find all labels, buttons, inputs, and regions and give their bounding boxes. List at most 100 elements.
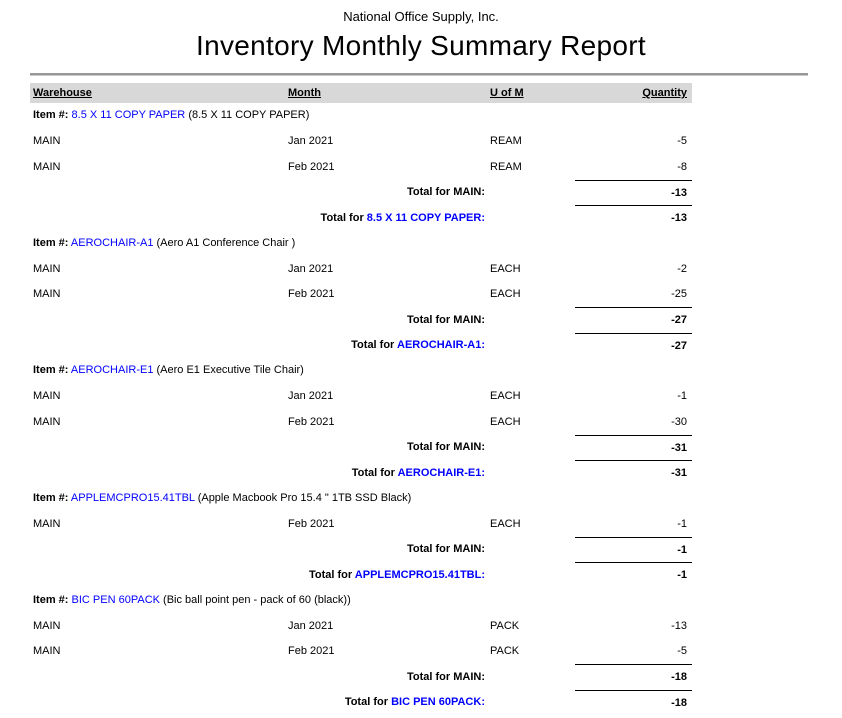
- cell-quantity: -13: [671, 619, 687, 632]
- total-quantity: -13: [575, 205, 692, 231]
- cell-warehouse: MAIN: [33, 390, 61, 403]
- cell-month: Feb 2021: [288, 160, 335, 173]
- report-table: Warehouse Month U of M Quantity Item #: …: [30, 83, 692, 715]
- cell-uom: EACH: [490, 262, 521, 275]
- item-number-label: Item #:: [33, 364, 69, 376]
- table-row: MAIN Feb 2021 EACH -1: [30, 511, 692, 537]
- item-description: (Aero E1 Executive Tile Chair): [156, 364, 304, 376]
- item-header-row: Item #: AEROCHAIR-A1 (Aero A1 Conference…: [30, 231, 692, 257]
- warehouse-total-row: Total for MAIN: -31: [30, 434, 692, 461]
- item-total-row: Total for 8.5 X 11 COPY PAPER: -13: [30, 205, 692, 231]
- cell-warehouse: MAIN: [33, 619, 61, 632]
- item-number-label: Item #:: [33, 593, 69, 606]
- total-target-warehouse: MAIN:: [453, 441, 485, 454]
- cell-uom: PACK: [490, 619, 520, 632]
- item-description: (Aero A1 Conference Chair ): [156, 236, 296, 249]
- cell-month: Feb 2021: [288, 288, 335, 301]
- total-for-label: Total for: [308, 568, 353, 581]
- item-header-row: Item #: BIC PEN 60PACK (Bic ball point p…: [30, 588, 692, 614]
- cell-month: Jan 2021: [288, 390, 334, 403]
- cell-quantity: -1: [677, 517, 687, 530]
- cell-month: Jan 2021: [288, 262, 334, 275]
- item-number-label: Item #:: [33, 236, 69, 249]
- total-quantity: -31: [575, 460, 692, 486]
- item-total-target: 8.5 X 11 COPY PAPER:: [366, 211, 485, 224]
- table-row: MAIN Jan 2021 EACH -1: [30, 384, 692, 410]
- cell-month: Jan 2021: [288, 619, 334, 632]
- item-code-link[interactable]: AEROCHAIR-E1: [70, 364, 154, 376]
- item-number-label: Item #:: [33, 491, 69, 504]
- warehouse-total-row: Total for MAIN: -1: [30, 536, 692, 563]
- table-row: MAIN Feb 2021 REAM -8: [30, 154, 692, 180]
- total-for-label: Total for: [406, 543, 451, 556]
- cell-uom: EACH: [490, 288, 521, 301]
- cell-quantity: -5: [677, 135, 687, 148]
- page-title: Inventory Monthly Summary Report: [196, 30, 646, 61]
- total-for-label: Total for: [320, 211, 364, 224]
- cell-uom: REAM: [490, 135, 522, 148]
- cell-warehouse: MAIN: [33, 135, 61, 148]
- cell-quantity: -5: [677, 645, 687, 658]
- cell-quantity: -2: [677, 262, 687, 275]
- total-target-warehouse: MAIN:: [453, 186, 485, 199]
- cell-warehouse: MAIN: [33, 517, 61, 530]
- total-for-label: Total for: [344, 696, 388, 709]
- total-for-label: Total for: [406, 441, 451, 454]
- cell-warehouse: MAIN: [33, 645, 61, 658]
- cell-quantity: -30: [671, 415, 687, 428]
- cell-uom: EACH: [490, 517, 521, 530]
- cell-uom: EACH: [490, 415, 521, 428]
- table-row: MAIN Jan 2021 PACK -13: [30, 613, 692, 639]
- item-total-target: APPLEMCPRO15.41TBL:: [354, 568, 485, 581]
- table-row: MAIN Feb 2021 EACH -25: [30, 282, 692, 308]
- item-code-link[interactable]: 8.5 X 11 COPY PAPER: [71, 109, 186, 121]
- item-description: (Bic ball point pen - pack of 60 (black)…: [163, 593, 351, 606]
- item-total-target: AEROCHAIR-E1:: [397, 466, 485, 479]
- total-for-label: Total for: [406, 670, 451, 683]
- total-for-label: Total for: [351, 339, 395, 352]
- cell-uom: PACK: [490, 645, 520, 658]
- header-divider: [30, 73, 808, 76]
- total-quantity: -27: [575, 332, 692, 359]
- cell-warehouse: MAIN: [33, 415, 61, 428]
- total-quantity: -31: [575, 434, 692, 461]
- warehouse-total-row: Total for MAIN: -18: [30, 664, 692, 690]
- column-header-quantity: Quantity: [642, 87, 687, 99]
- item-total-row: Total for APPLEMCPRO15.41TBL: -1: [30, 562, 692, 588]
- column-header-uom: U of M: [490, 87, 524, 99]
- item-code-link[interactable]: AEROCHAIR-A1: [70, 236, 154, 249]
- total-for-label: Total for: [351, 466, 395, 479]
- total-quantity: -1: [575, 562, 692, 588]
- cell-warehouse: MAIN: [33, 262, 61, 275]
- table-row: MAIN Feb 2021 EACH -30: [30, 409, 692, 435]
- total-quantity: -18: [575, 689, 692, 716]
- item-code-link[interactable]: APPLEMCPRO15.41TBL: [70, 491, 195, 504]
- item-total-row: Total for AEROCHAIR-A1: -27: [30, 332, 692, 359]
- total-target-warehouse: MAIN:: [453, 543, 485, 556]
- item-total-row: Total for BIC PEN 60PACK: -18: [30, 689, 692, 716]
- cell-month: Feb 2021: [288, 645, 335, 658]
- column-header-month: Month: [288, 87, 321, 99]
- item-code-link[interactable]: BIC PEN 60PACK: [71, 593, 160, 606]
- item-total-target: BIC PEN 60PACK:: [391, 696, 485, 709]
- total-quantity: -1: [575, 536, 692, 563]
- total-for-label: Total for: [406, 186, 451, 199]
- table-row: MAIN Jan 2021 REAM -5: [30, 129, 692, 155]
- company-name: National Office Supply, Inc.: [343, 9, 499, 24]
- cell-uom: EACH: [490, 390, 521, 403]
- cell-quantity: -25: [671, 288, 687, 301]
- item-total-target: AEROCHAIR-A1:: [397, 339, 485, 352]
- cell-quantity: -1: [677, 390, 687, 403]
- cell-month: Jan 2021: [288, 135, 334, 148]
- item-description: (Apple Macbook Pro 15.4 " 1TB SSD Black): [197, 491, 412, 504]
- item-header-row: Item #: APPLEMCPRO15.41TBL (Apple Macboo…: [30, 486, 692, 512]
- warehouse-total-row: Total for MAIN: -13: [30, 179, 692, 206]
- cell-month: Feb 2021: [288, 517, 335, 530]
- total-for-label: Total for: [406, 313, 451, 326]
- total-target-warehouse: MAIN:: [453, 670, 485, 683]
- table-header-row: Warehouse Month U of M Quantity: [30, 83, 692, 103]
- total-target-warehouse: MAIN:: [453, 313, 485, 326]
- table-row: MAIN Jan 2021 EACH -2: [30, 256, 692, 282]
- item-total-row: Total for AEROCHAIR-E1: -31: [30, 460, 692, 486]
